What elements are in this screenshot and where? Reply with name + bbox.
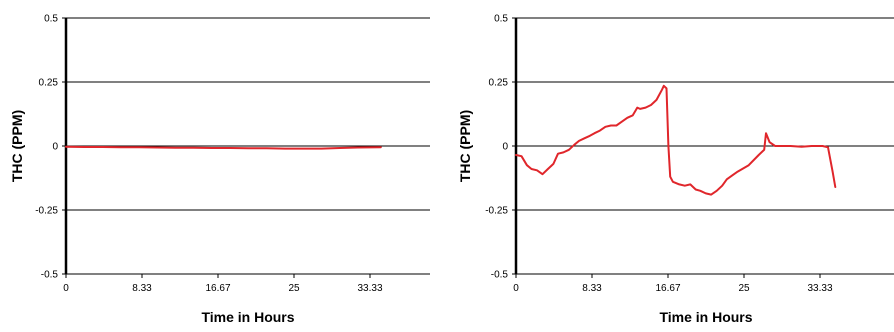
x-tick-label: 25	[738, 283, 750, 294]
y-tick-label: -0.25	[35, 206, 58, 217]
y-tick-label: 0.25	[489, 78, 509, 89]
y-tick-label: -0.5	[41, 270, 59, 281]
x-tick-label: 25	[288, 283, 300, 294]
y-tick-label: 0	[502, 142, 508, 153]
y-tick-label: -0.25	[485, 206, 508, 217]
y-tick-label: 0.5	[44, 14, 58, 25]
x-axis-title: Time in Hours	[659, 309, 752, 325]
x-tick-label: 33.33	[357, 283, 382, 294]
x-tick-label: 16.67	[205, 283, 230, 294]
x-tick-label: 0	[513, 283, 519, 294]
x-tick-label: 16.67	[655, 283, 680, 294]
x-tick-label: 0	[63, 283, 69, 294]
x-axis-title: Time in Hours	[201, 309, 294, 325]
thc-series-line	[515, 84, 837, 196]
x-tick-label: 8.33	[132, 283, 152, 294]
thc-series-line	[65, 145, 382, 150]
y-tick-label: 0.25	[39, 78, 59, 89]
y-axis-title: THC (PPM)	[9, 110, 25, 182]
y-tick-label: -0.5	[491, 270, 509, 281]
chart-panel-1: 0.5 0.25 0 -0.25 -0.5 0 8.33 16.67 25 33.33 Time i…	[9, 14, 430, 325]
y-axis-title: THC (PPM)	[457, 110, 473, 182]
x-tick-label: 8.33	[582, 283, 602, 294]
chart-panel-2: 0.5 0.25 0 -0.25 -0.5 0 8.33 16.67 25 33.33 Time i…	[457, 14, 894, 325]
y-tick-label: 0	[52, 142, 58, 153]
y-tick-label: 0.5	[494, 14, 508, 25]
x-tick-label: 33.33	[807, 283, 832, 294]
